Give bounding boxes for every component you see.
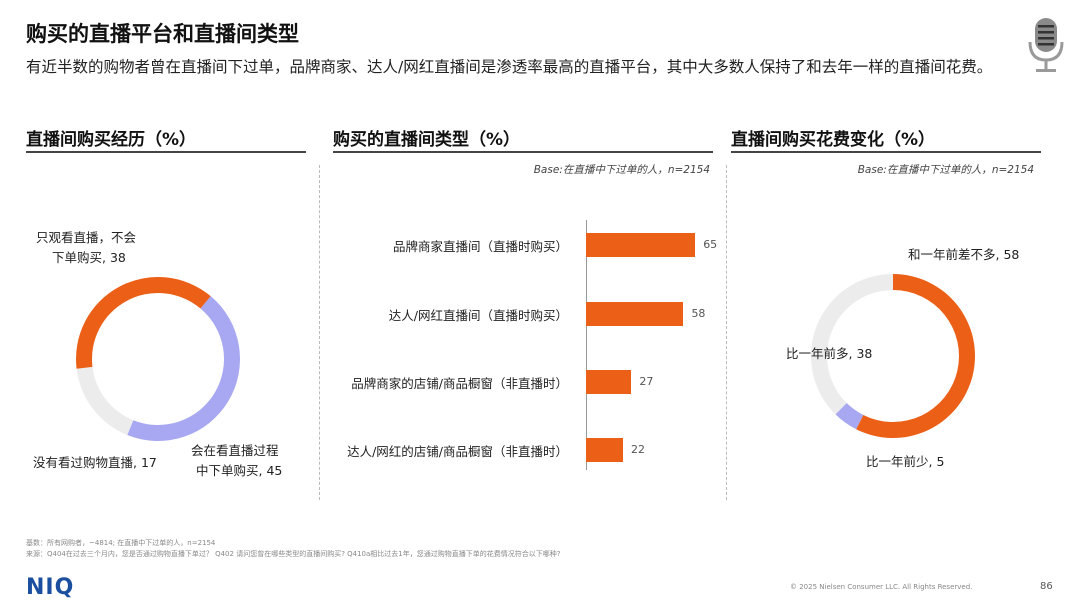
chart1-label-watch-only: 只观看直播，不会 下单购买, 38 bbox=[36, 230, 137, 265]
footnote-source: 来源：Q404在过去三个月内，您是否通过购物直播下单过？ Q402 请问您曾在哪… bbox=[26, 550, 561, 558]
niq-logo: NIQ bbox=[26, 575, 75, 600]
chart3-underline bbox=[731, 151, 1041, 153]
chart2-base: Base:在直播中下过单的人，n=2154 bbox=[533, 164, 710, 176]
chart1-donut bbox=[76, 277, 241, 441]
bar-value-3: 22 bbox=[630, 443, 645, 456]
donut1-slice-1 bbox=[76, 366, 134, 436]
divider-right bbox=[726, 165, 727, 500]
chart1-underline bbox=[26, 151, 306, 153]
bar-0 bbox=[586, 233, 696, 257]
chart3-label-same: 和一年前差不多, 58 bbox=[908, 247, 1020, 262]
chart1-label-never: 没有看过购物直播, 17 bbox=[33, 455, 157, 470]
bar-1 bbox=[586, 302, 684, 326]
donut3-slice-2 bbox=[811, 274, 893, 415]
bar-value-0: 65 bbox=[703, 238, 718, 251]
donut3-slice-1 bbox=[835, 403, 864, 430]
bar-2 bbox=[586, 370, 632, 394]
page-title: 购买的直播平台和直播间类型 bbox=[26, 22, 299, 46]
chart2-underline bbox=[333, 151, 713, 153]
chart3-base: Base:在直播中下过单的人，n=2154 bbox=[857, 164, 1034, 176]
page-subtitle: 有近半数的购物者曾在直播间下过单，品牌商家、达人/网红直播间是渗透率最高的直播平… bbox=[26, 58, 993, 76]
microphone-icon bbox=[1028, 18, 1064, 72]
page-number: 86 bbox=[1040, 581, 1053, 592]
donut1-slice-2 bbox=[76, 277, 211, 369]
chart1-label-buy-live: 会在看直播过程 中下单购买, 45 bbox=[191, 443, 283, 478]
donut1-slice-0 bbox=[127, 296, 241, 441]
bar-label-3: 达人/网红的店铺/商品橱窗（非直播时） bbox=[347, 444, 568, 459]
chart3-donut bbox=[811, 274, 975, 438]
bar-label-0: 品牌商家直播间（直播时购买） bbox=[392, 239, 568, 254]
divider-left bbox=[319, 165, 320, 500]
bar-label-1: 达人/网红直播间（直播时购买） bbox=[388, 308, 568, 323]
bar-value-2: 27 bbox=[639, 375, 654, 388]
bar-value-1: 58 bbox=[691, 307, 706, 320]
chart2-axis bbox=[586, 220, 587, 470]
bar-3 bbox=[586, 438, 623, 462]
copyright: © 2025 Nielsen Consumer LLC. All Rights … bbox=[790, 583, 973, 591]
chart3-label-more: 比一年前多, 38 bbox=[786, 346, 873, 361]
donut3-slice-0 bbox=[856, 274, 975, 438]
chart1-title: 直播间购买经历（%） bbox=[26, 130, 197, 150]
footnote-base: 基数：所有网购者，~4814; 在直播中下过单的人，n=2154 bbox=[26, 539, 216, 547]
chart3-title: 直播间购买花费变化（%） bbox=[731, 130, 936, 150]
bar-label-2: 品牌商家的店铺/商品橱窗（非直播时） bbox=[351, 376, 568, 391]
chart2-title: 购买的直播间类型（%） bbox=[333, 130, 521, 150]
chart3-label-less: 比一年前少, 5 bbox=[866, 454, 945, 469]
